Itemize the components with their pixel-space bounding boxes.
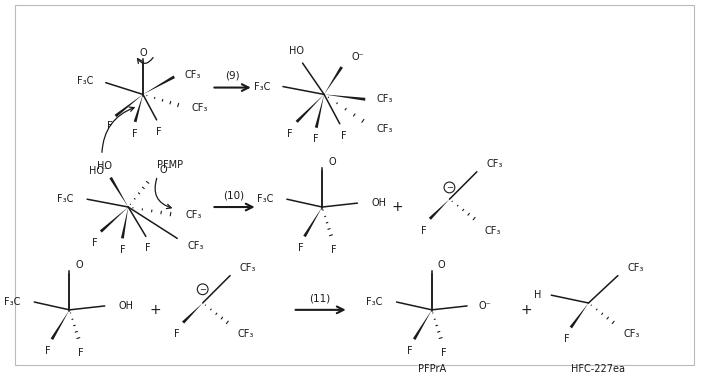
Text: F: F [407, 346, 413, 356]
Text: F₃C: F₃C [257, 194, 273, 204]
Text: HFC-227ea: HFC-227ea [571, 364, 625, 374]
Text: F: F [92, 238, 98, 248]
Polygon shape [429, 199, 449, 220]
Polygon shape [133, 94, 143, 122]
Text: CF₃: CF₃ [486, 159, 503, 169]
Text: HO: HO [98, 161, 112, 171]
Text: F: F [79, 348, 84, 358]
Polygon shape [324, 94, 366, 101]
Polygon shape [143, 75, 175, 94]
Text: O⁻: O⁻ [159, 165, 172, 175]
Text: F₃C: F₃C [57, 194, 74, 204]
Text: +: + [521, 303, 533, 317]
Text: F: F [421, 225, 427, 236]
Text: F: F [341, 130, 347, 141]
Text: F: F [331, 245, 337, 255]
Text: CF₃: CF₃ [624, 329, 640, 339]
Text: F₃C: F₃C [4, 297, 20, 307]
Text: F: F [441, 348, 446, 358]
Text: CF₃: CF₃ [238, 329, 254, 339]
Text: F₃C: F₃C [366, 297, 383, 307]
Text: O: O [75, 260, 83, 270]
Text: −: − [199, 285, 206, 294]
Text: O⁻: O⁻ [352, 52, 364, 62]
Text: H: H [534, 290, 541, 300]
Text: F₃C: F₃C [254, 82, 270, 92]
Text: F: F [564, 334, 570, 344]
Polygon shape [182, 303, 203, 324]
Text: F: F [132, 129, 138, 139]
Polygon shape [314, 94, 324, 128]
Text: F: F [174, 329, 180, 339]
Text: F₃C: F₃C [77, 76, 93, 86]
Text: −: − [446, 183, 453, 192]
Text: CF₃: CF₃ [192, 103, 208, 113]
Text: CF₃: CF₃ [377, 124, 393, 134]
Polygon shape [413, 310, 432, 340]
Polygon shape [110, 177, 128, 207]
Text: HO: HO [289, 46, 304, 56]
Text: CF₃: CF₃ [628, 263, 644, 273]
Text: F: F [119, 245, 125, 255]
Text: F: F [107, 121, 112, 131]
Text: +: + [150, 303, 161, 317]
Polygon shape [296, 94, 324, 123]
Text: F: F [156, 127, 161, 136]
Text: O: O [139, 48, 147, 58]
Text: (11): (11) [310, 293, 331, 303]
Text: F: F [298, 243, 303, 253]
Polygon shape [100, 207, 128, 232]
Polygon shape [324, 66, 343, 94]
Text: F: F [287, 129, 293, 139]
Polygon shape [121, 207, 128, 238]
Text: F: F [45, 346, 51, 356]
Polygon shape [303, 207, 322, 237]
Text: CF₃: CF₃ [187, 241, 204, 251]
Text: HO⁻: HO⁻ [89, 166, 110, 176]
Text: CF₃: CF₃ [376, 94, 392, 104]
Text: CF₃: CF₃ [240, 263, 256, 273]
Polygon shape [114, 94, 143, 117]
Text: F: F [145, 243, 151, 253]
Text: OH: OH [371, 198, 386, 208]
Text: (9): (9) [225, 71, 239, 81]
Text: CF₃: CF₃ [184, 70, 201, 80]
Text: OH: OH [119, 301, 133, 311]
Text: O⁻: O⁻ [479, 301, 491, 311]
Polygon shape [570, 303, 588, 328]
Text: O: O [438, 260, 445, 270]
Text: CF₃: CF₃ [484, 225, 501, 236]
Polygon shape [51, 310, 69, 340]
Text: (10): (10) [223, 190, 244, 200]
Text: PFPrA: PFPrA [418, 364, 446, 374]
Text: PFMP: PFMP [157, 160, 183, 170]
Text: CF₃: CF₃ [185, 210, 201, 220]
Text: F: F [314, 135, 319, 144]
Text: +: + [392, 200, 404, 214]
Text: O: O [328, 157, 336, 167]
